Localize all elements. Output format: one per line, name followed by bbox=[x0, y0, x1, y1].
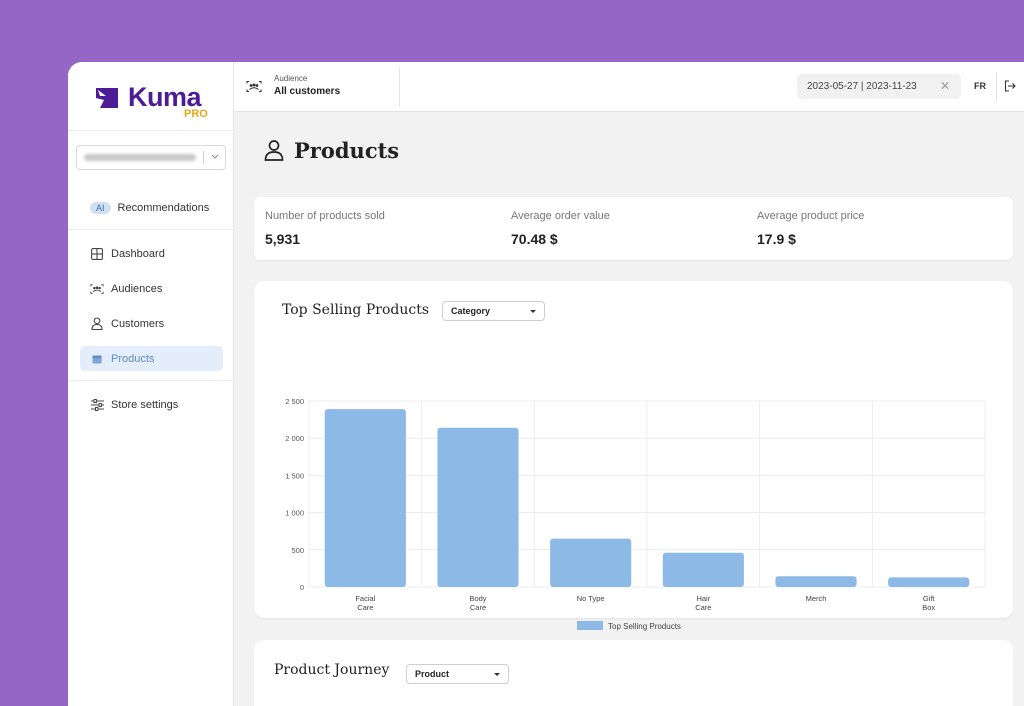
user-icon bbox=[264, 140, 284, 161]
kpi-card: Number of products sold 5,931 Average or… bbox=[254, 197, 1013, 260]
divider bbox=[996, 72, 997, 102]
caret-down-icon bbox=[530, 310, 536, 313]
x-tick-label: Body bbox=[469, 594, 486, 603]
kpi-products-sold: Number of products sold 5,931 bbox=[265, 210, 385, 247]
product-dropdown[interactable]: Product bbox=[406, 664, 509, 684]
user-icon bbox=[90, 317, 104, 331]
store-name-blurred bbox=[84, 154, 196, 161]
bar bbox=[662, 552, 744, 587]
brand-name: Kuma bbox=[128, 82, 202, 112]
sidebar-item-label: Customers bbox=[111, 317, 165, 330]
bar bbox=[888, 577, 970, 587]
chevron-down-icon bbox=[211, 154, 219, 159]
dropdown-label: Product bbox=[415, 669, 450, 679]
language-switch[interactable]: FR bbox=[974, 81, 986, 91]
app-window: Kuma PRO AI Recommendations Dashboard bbox=[68, 62, 1024, 706]
x-tick-label: Box bbox=[922, 603, 935, 612]
sidebar-item-label: Dashboard bbox=[111, 247, 165, 260]
bar bbox=[437, 427, 519, 587]
brand-tier: PRO bbox=[184, 108, 208, 120]
date-range-value: 2023-05-27 | 2023-11-23 bbox=[807, 81, 917, 92]
kuma-logo-icon bbox=[96, 88, 118, 108]
kpi-label: Average product price bbox=[757, 210, 865, 222]
audience-label: Audience bbox=[274, 74, 308, 83]
divider bbox=[399, 67, 400, 107]
y-tick-label: 2 000 bbox=[285, 434, 304, 443]
kpi-value: 70.48 $ bbox=[511, 231, 558, 247]
kpi-value: 5,931 bbox=[265, 231, 301, 247]
page-title: Products bbox=[294, 138, 400, 163]
sidebar-item-audiences[interactable]: Audiences bbox=[80, 276, 223, 301]
divider bbox=[68, 130, 234, 131]
product-journey-card: Product Journey Product bbox=[254, 640, 1013, 706]
dropdown-label: Category bbox=[451, 306, 491, 316]
kpi-label: Average order value bbox=[511, 210, 610, 222]
date-range-picker[interactable]: 2023-05-27 | 2023-11-23 ✕ bbox=[797, 74, 961, 99]
sliders-icon bbox=[90, 398, 104, 412]
category-dropdown[interactable]: Category bbox=[442, 301, 545, 321]
divider bbox=[203, 151, 204, 164]
divider bbox=[68, 229, 234, 230]
audience-icon bbox=[246, 80, 262, 93]
sidebar-item-recommendations[interactable]: AI Recommendations bbox=[80, 195, 223, 220]
divider bbox=[68, 380, 234, 381]
x-tick-label: Care bbox=[470, 603, 486, 612]
sidebar-item-customers[interactable]: Customers bbox=[80, 311, 223, 336]
journey-title: Product Journey bbox=[274, 662, 390, 678]
x-tick-label: Hair bbox=[696, 594, 710, 603]
grid-icon bbox=[90, 247, 104, 261]
sidebar-item-dashboard[interactable]: Dashboard bbox=[80, 241, 223, 266]
sidebar-item-label: Store settings bbox=[111, 398, 179, 411]
y-tick-label: 0 bbox=[300, 583, 304, 592]
logout-icon[interactable] bbox=[1004, 80, 1016, 92]
audience-selector[interactable]: All customers bbox=[274, 86, 341, 97]
sidebar-item-store-settings[interactable]: Store settings bbox=[80, 392, 223, 417]
x-tick-label: Merch bbox=[806, 594, 827, 603]
y-tick-label: 1 500 bbox=[285, 471, 304, 480]
x-tick-label: No Type bbox=[577, 594, 605, 603]
sidebar-item-products[interactable]: Products bbox=[80, 346, 223, 371]
kpi-label: Number of products sold bbox=[265, 210, 385, 222]
top-selling-card: Top Selling Products Category 2 500 2 000… bbox=[254, 281, 1013, 631]
legend-swatch bbox=[577, 621, 603, 630]
kuma-logo[interactable]: Kuma PRO bbox=[94, 82, 214, 122]
legend-label: Top Selling Products bbox=[608, 622, 681, 631]
kpi-average-product-price: Average product price 17.9 $ bbox=[757, 210, 864, 247]
bar bbox=[324, 409, 406, 587]
box-icon bbox=[90, 352, 104, 366]
y-tick-label: 2 500 bbox=[285, 397, 304, 406]
x-tick-label: Facial bbox=[355, 594, 375, 603]
x-tick-label: Care bbox=[357, 603, 373, 612]
bar bbox=[550, 538, 632, 587]
caret-down-icon bbox=[494, 673, 500, 676]
store-select[interactable] bbox=[76, 145, 226, 170]
y-tick-label: 500 bbox=[291, 546, 304, 555]
bar bbox=[775, 576, 857, 587]
x-tick-label: Care bbox=[695, 603, 711, 612]
y-tick-label: 1 000 bbox=[285, 509, 304, 518]
chart-title: Top Selling Products bbox=[282, 302, 429, 318]
sidebar-item-label: Audiences bbox=[111, 282, 163, 295]
ai-badge: AI bbox=[90, 201, 111, 214]
close-icon[interactable]: ✕ bbox=[940, 79, 951, 93]
topbar: Audience All customers 2023-05-27 | 2023… bbox=[234, 62, 1024, 112]
kpi-value: 17.9 $ bbox=[757, 231, 796, 247]
kpi-average-order-value: Average order value 70.48 $ bbox=[511, 210, 610, 247]
x-tick-label: Gift bbox=[923, 594, 936, 603]
sidebar: Kuma PRO AI Recommendations Dashboard bbox=[68, 62, 234, 706]
sidebar-item-label: Products bbox=[111, 352, 155, 365]
sidebar-item-label: Recommendations bbox=[117, 201, 210, 214]
audience-icon bbox=[90, 282, 104, 296]
